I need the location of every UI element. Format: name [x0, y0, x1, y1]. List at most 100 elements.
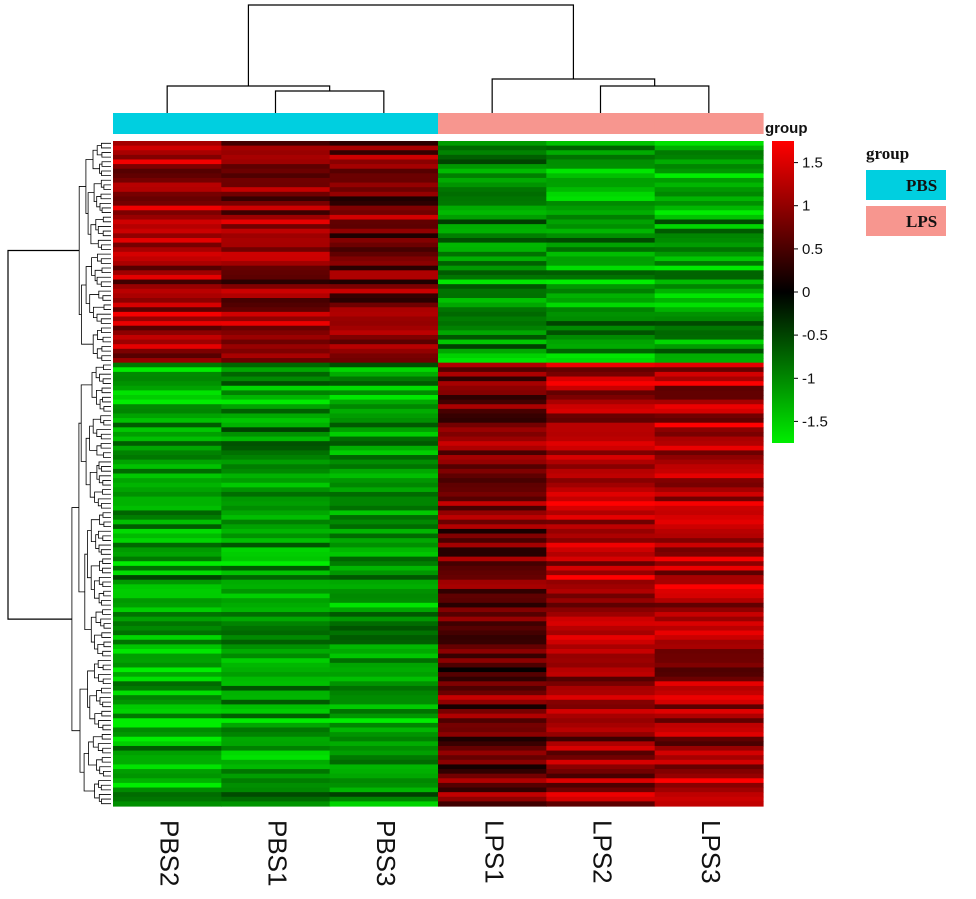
heatmap-cell: [438, 695, 547, 701]
heatmap-cell: [438, 496, 547, 502]
heatmap-cell: [221, 745, 331, 752]
heatmap-cell: [113, 353, 222, 359]
dendrogram-branch: [93, 306, 104, 319]
dendrogram-branch: [100, 618, 111, 627]
heatmap-cell: [329, 621, 439, 627]
heatmap-cell: [113, 662, 222, 669]
heatmap-cell: [546, 801, 656, 807]
heatmap-cell: [546, 759, 656, 766]
heatmap-cell: [113, 344, 222, 350]
heatmap-cell: [113, 247, 222, 253]
dendrogram-branch: [78, 422, 85, 593]
heatmap-cell: [221, 699, 331, 705]
heatmap-cell: [438, 298, 547, 304]
dendrogram-branch: [87, 670, 95, 708]
heatmap-cell: [329, 750, 439, 756]
dendrogram-branch: [98, 794, 111, 802]
heatmap-cell: [438, 334, 547, 341]
heatmap-cell: [654, 371, 764, 378]
heatmap-cell: [654, 224, 764, 230]
heatmap-cell: [546, 639, 656, 645]
heatmap-cell: [546, 787, 656, 793]
heatmap-cell: [546, 704, 656, 710]
heatmap-cell: [654, 168, 764, 174]
heatmap-cell: [113, 284, 222, 290]
heatmap-cell: [221, 219, 331, 225]
heatmap-cell: [546, 330, 656, 336]
dendrogram-branch: [92, 334, 98, 354]
heatmap-cell: [113, 219, 222, 225]
dendrogram-branch: [103, 452, 111, 458]
heatmap-cell: [546, 672, 656, 678]
heatmap-cell: [546, 496, 656, 502]
heatmap-cell: [221, 182, 331, 188]
heatmap-cell: [113, 445, 222, 452]
heatmap-cell: [329, 159, 439, 165]
heatmap-cell: [654, 607, 764, 613]
heatmap-cell: [113, 750, 222, 756]
heatmap-cell: [113, 718, 222, 724]
heatmap-cell: [438, 191, 547, 198]
heatmap-cell: [221, 598, 331, 604]
heatmap-cell: [221, 404, 331, 410]
heatmap-cell: [113, 141, 222, 147]
heatmap-cell: [654, 713, 764, 719]
heatmap-cell: [113, 630, 222, 636]
heatmap-cell: [329, 505, 439, 512]
group-bar-lps: [654, 113, 764, 134]
heatmap-cell: [546, 515, 656, 521]
heatmap-cell: [438, 491, 547, 498]
dendrogram-branch: [101, 346, 111, 352]
dendrogram-branch: [93, 183, 102, 203]
heatmap-cell: [221, 713, 331, 719]
heatmap-cell: [654, 408, 764, 415]
heatmap-cell: [546, 695, 656, 701]
heatmap-cell: [546, 265, 656, 271]
heatmap-cell: [329, 358, 439, 364]
dendrogram-branch: [94, 713, 102, 725]
heatmap-cell: [113, 214, 222, 221]
heatmap-cell: [438, 427, 547, 433]
dendrogram-branch: [102, 609, 111, 615]
dendrogram-branch: [92, 149, 100, 170]
heatmap-cell: [329, 695, 439, 701]
heatmap-cell: [654, 644, 764, 650]
heatmap-cell: [329, 736, 439, 742]
heatmap-cell: [221, 385, 331, 391]
heatmap-cell: [329, 598, 439, 604]
heatmap-cell: [221, 450, 331, 456]
heatmap-cell: [329, 141, 439, 147]
heatmap-cell: [438, 265, 547, 271]
heatmap-cell: [438, 330, 547, 336]
dendrogram-branch: [99, 697, 111, 705]
heatmap-cell: [546, 450, 656, 456]
heatmap-cell: [221, 782, 331, 789]
heatmap-cell: [113, 741, 222, 747]
heatmap-cell: [546, 302, 656, 308]
dendrogram-branch: [102, 701, 111, 708]
heatmap-cell: [654, 173, 764, 179]
heatmap-cell: [221, 201, 331, 207]
heatmap-cell: [221, 612, 331, 618]
legend-title: group: [866, 144, 909, 163]
heatmap-cell: [113, 473, 222, 479]
heatmap-cell: [221, 256, 331, 262]
heatmap-cell: [221, 279, 331, 285]
heatmap-cell: [329, 191, 439, 198]
heatmap-cell: [113, 695, 222, 701]
heatmap-cell: [546, 699, 656, 705]
heatmap-cell: [113, 270, 222, 276]
heatmap-cell: [329, 242, 439, 248]
heatmap-cell: [113, 801, 222, 807]
heatmap-cell: [329, 718, 439, 724]
heatmap-cell: [329, 436, 439, 442]
dendrogram-branch: [100, 415, 111, 424]
heatmap-cell: [113, 251, 222, 258]
heatmap-cell: [546, 445, 656, 452]
heatmap-cell: [654, 621, 764, 627]
heatmap-cell: [221, 501, 331, 507]
heatmap-cell: [329, 653, 439, 659]
dendrogram-branch: [90, 616, 96, 643]
heatmap-cell: [113, 459, 222, 465]
heatmap-cell: [329, 635, 439, 641]
